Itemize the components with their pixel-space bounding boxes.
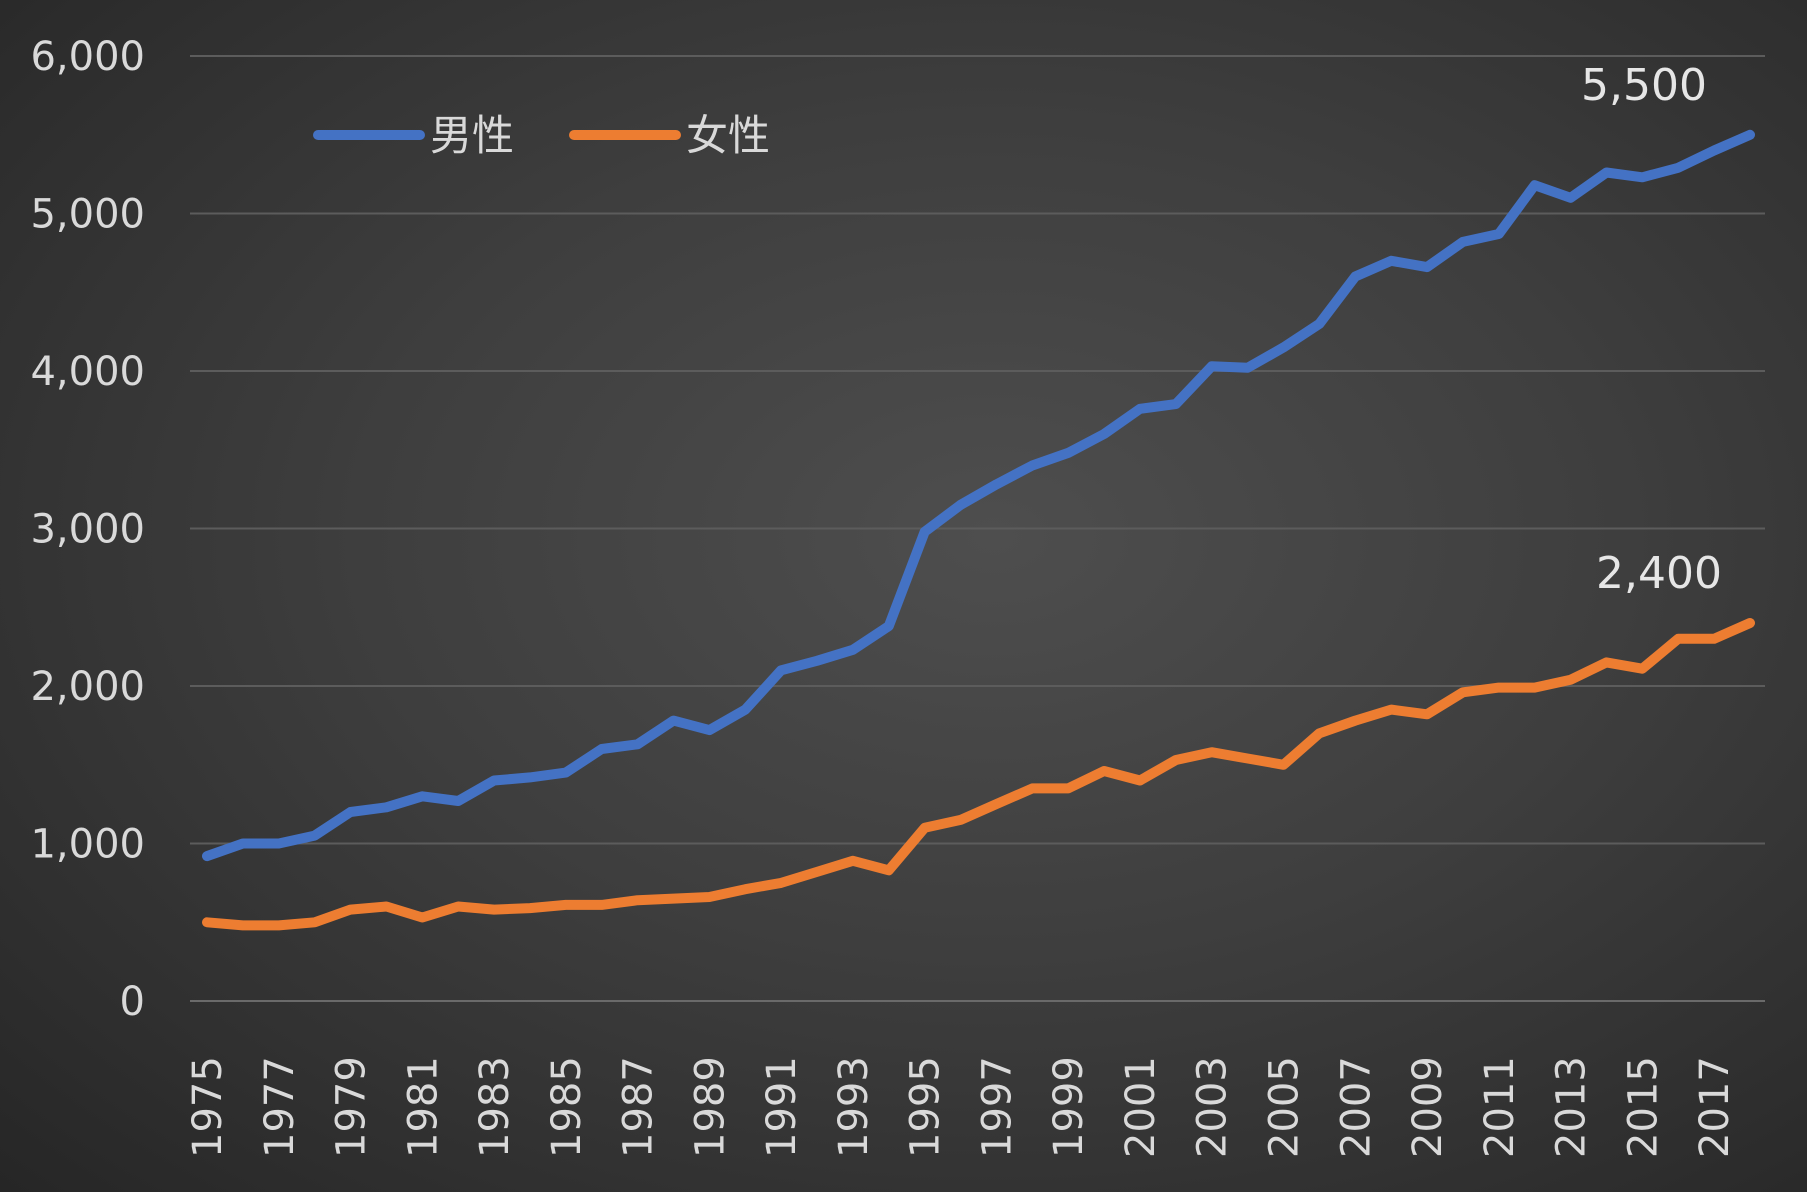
x-tick-label: 1979 [329, 1056, 375, 1158]
x-tick-label: 1995 [903, 1056, 949, 1158]
x-tick: 1993 [831, 1056, 877, 1158]
x-tick: 2001 [1118, 1056, 1164, 1158]
series-lines [202, 129, 1755, 931]
x-tick: 1979 [329, 1056, 375, 1158]
x-tick: 1999 [1046, 1056, 1092, 1158]
x-tick-label: 2015 [1620, 1056, 1666, 1158]
x-tick: 1997 [974, 1056, 1020, 1158]
y-tick-label: 0 [120, 979, 145, 1025]
legend-label-male: 男性 [430, 111, 514, 160]
x-tick: 2015 [1620, 1056, 1666, 1158]
gridlines [190, 55, 1765, 1002]
x-tick-label: 2013 [1549, 1056, 1595, 1158]
x-tick-label: 1997 [974, 1056, 1020, 1158]
x-tick: 1975 [185, 1056, 231, 1158]
x-tick-label: 2007 [1333, 1056, 1379, 1158]
y-tick-label: 3,000 [30, 507, 145, 553]
series-line-female [202, 618, 1755, 931]
end-value-label-female: 2,400 [1596, 548, 1722, 599]
annotations: 5,500 2,400 [1581, 60, 1722, 599]
x-tick-label: 2017 [1692, 1056, 1738, 1158]
y-tick-label: 5,000 [30, 192, 145, 238]
x-tick-label: 1999 [1046, 1056, 1092, 1158]
x-tick-label: 2011 [1477, 1056, 1523, 1158]
x-tick: 1977 [257, 1056, 303, 1158]
x-tick: 2011 [1477, 1056, 1523, 1158]
x-tick-label: 1975 [185, 1056, 231, 1158]
x-tick: 2017 [1692, 1056, 1738, 1158]
x-tick-label: 2005 [1262, 1056, 1308, 1158]
x-tick-label: 1993 [831, 1056, 877, 1158]
x-tick: 1985 [544, 1056, 590, 1158]
x-tick: 1991 [759, 1056, 805, 1158]
y-tick-label: 2,000 [30, 664, 145, 710]
x-tick: 2009 [1405, 1056, 1451, 1158]
x-tick-label: 1981 [400, 1056, 446, 1158]
x-tick-label: 1977 [257, 1056, 303, 1158]
x-tick-label: 1983 [472, 1056, 518, 1158]
y-axis: 0 1,000 2,000 3,000 4,000 5,000 6,000 [30, 34, 145, 1025]
x-axis: 1975 1977 1979 1981 1983 1985 1987 1989 1991 1993… [185, 1056, 1738, 1158]
x-tick: 1995 [903, 1056, 949, 1158]
x-tick: 1989 [687, 1056, 733, 1158]
x-tick-label: 1991 [759, 1056, 805, 1158]
x-tick: 1987 [616, 1056, 662, 1158]
legend: 男性 女性 [313, 111, 770, 160]
x-tick-label: 1985 [544, 1056, 590, 1158]
x-tick-label: 2009 [1405, 1056, 1451, 1158]
x-tick: 1983 [472, 1056, 518, 1158]
series-line-male [202, 129, 1755, 862]
x-tick: 2013 [1549, 1056, 1595, 1158]
x-tick-label: 1987 [616, 1056, 662, 1158]
x-tick: 2007 [1333, 1056, 1379, 1158]
x-tick: 2003 [1190, 1056, 1236, 1158]
x-tick: 2005 [1262, 1056, 1308, 1158]
end-value-label-male: 5,500 [1581, 60, 1707, 111]
x-tick: 1981 [400, 1056, 446, 1158]
y-tick-label: 4,000 [30, 349, 145, 395]
y-tick-label: 6,000 [30, 34, 145, 80]
x-tick-label: 1989 [687, 1056, 733, 1158]
x-tick-label: 2001 [1118, 1056, 1164, 1158]
x-tick-label: 2003 [1190, 1056, 1236, 1158]
legend-label-female: 女性 [686, 111, 770, 160]
y-tick-label: 1,000 [30, 822, 145, 868]
